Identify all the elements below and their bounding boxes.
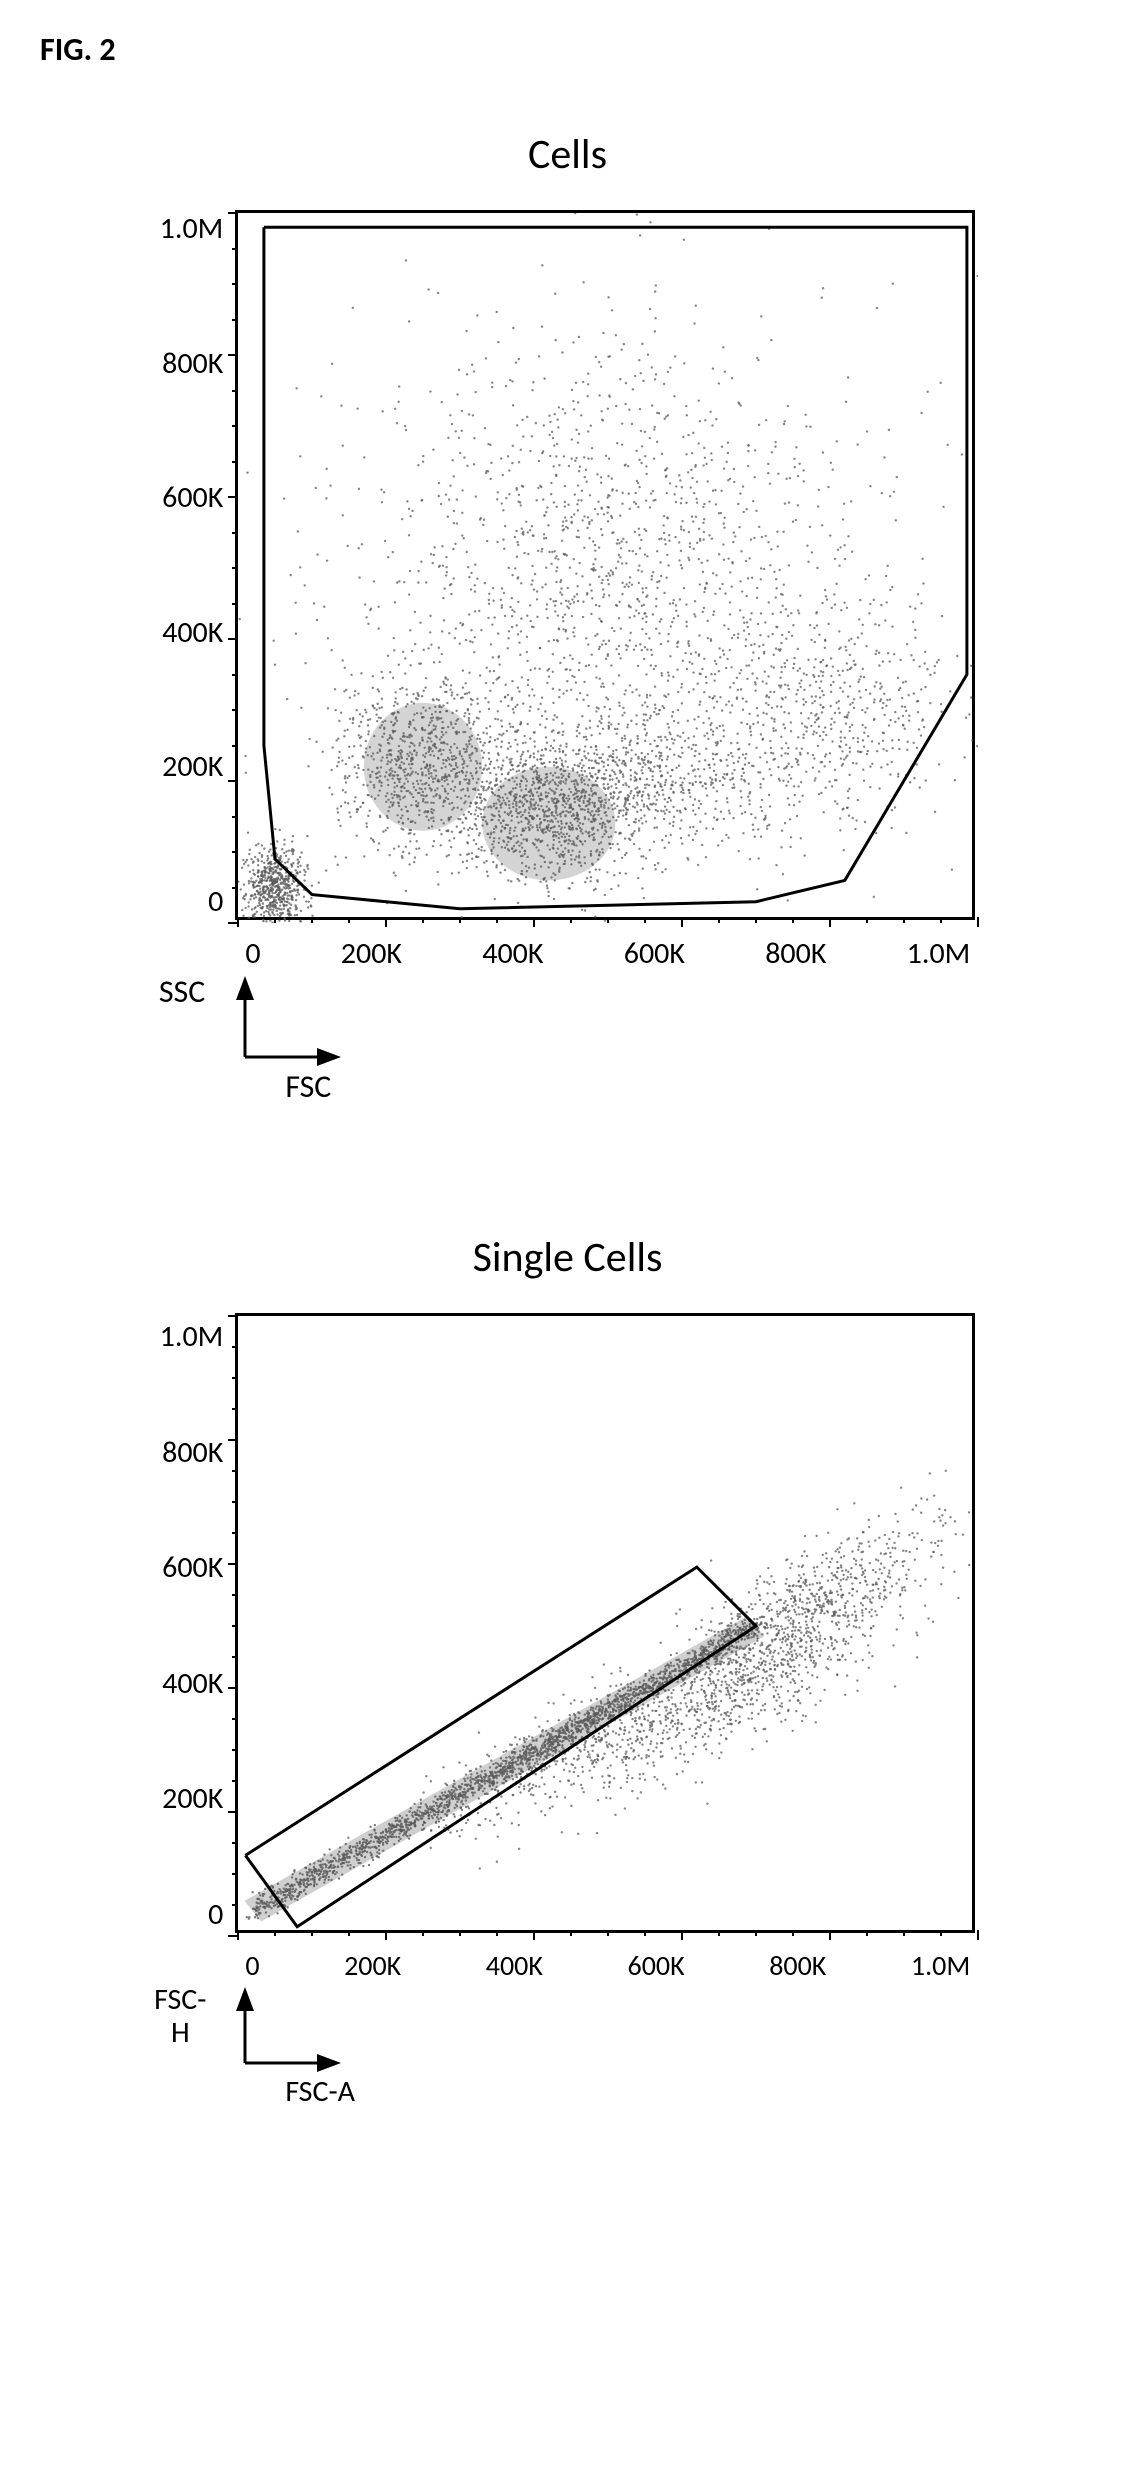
chart2-xlabel: FSC-A [285, 2073, 355, 2110]
chart1-plot-column: 0 200K 400K 600K 800K 1.0M SSC [235, 210, 975, 1092]
chart-single-cells: Single Cells 1.0M 800K 600K 400K 200K 0 … [40, 1232, 1095, 2103]
chart2-title: Single Cells [473, 1232, 663, 1283]
figure-label: FIG. 2 [40, 30, 1095, 69]
y-tick-label: 800K [162, 345, 223, 382]
x-tick-label: 200K [344, 1948, 401, 1983]
chart1-y-labels: 1.0M 800K 600K 400K 200K 0 [160, 210, 236, 920]
chart2-axis-arrows: FSC-A [215, 1983, 355, 2103]
y-tick-label: 0 [208, 883, 223, 920]
x-tick-label: 600K [628, 1948, 685, 1983]
chart2-plot-column: 0 200K 400K 600K 800K 1.0M FSC- H [235, 1313, 975, 2103]
chart1-ylabel: SSC [135, 972, 205, 1011]
y-tick-label: 800K [162, 1434, 223, 1471]
chart2-y-labels: 1.0M 800K 600K 400K 200K 0 [160, 1313, 236, 1933]
chart1-plot-area [235, 210, 975, 920]
x-tick-label: 800K [769, 1948, 826, 1983]
y-tick-label: 400K [162, 1665, 223, 1702]
y-tick-label: 600K [162, 1549, 223, 1586]
chart2-ylabel: FSC- H [145, 1983, 215, 2049]
x-tick-label: 200K [341, 935, 402, 972]
chart1-wrapper: 1.0M 800K 600K 400K 200K 0 0 200K 400K 6… [160, 210, 976, 1092]
x-tick-label: 400K [486, 1948, 543, 1983]
y-tick-label: 200K [162, 748, 223, 785]
chart2-x-labels: 0 200K 400K 600K 800K 1.0M [235, 1948, 975, 1983]
y-tick-label: 0 [208, 1896, 223, 1933]
y-tick-label: 200K [162, 1780, 223, 1817]
chart2-wrapper: 1.0M 800K 600K 400K 200K 0 0 200K 400K 6… [160, 1313, 976, 2103]
x-tick-label: 0 [245, 935, 260, 972]
chart2-plot-area [235, 1313, 975, 1933]
chart2-y-axis-label-col: FSC- H [145, 1983, 215, 2049]
chart1-axis-indicator-row: SSC FSC [135, 972, 975, 1092]
x-tick-label: 1.0M [907, 935, 971, 972]
chart-cells: Cells 1.0M 800K 600K 400K 200K 0 0 200K … [40, 129, 1095, 1092]
chart1-title: Cells [528, 129, 607, 180]
chart1-svg [238, 213, 978, 923]
x-tick-label: 1.0M [911, 1948, 970, 1983]
chart1-x-labels: 0 200K 400K 600K 800K 1.0M [235, 935, 975, 972]
chart1-xlabel: FSC [285, 1067, 331, 1106]
chart2-axis-indicator-row: FSC- H FSC-A [145, 1983, 975, 2103]
y-tick-label: 1.0M [160, 1318, 224, 1355]
y-tick-label: 400K [162, 614, 223, 651]
chart1-y-axis-label-col: SSC [135, 972, 215, 1011]
y-tick-label: 600K [162, 479, 223, 516]
x-tick-label: 0 [245, 1948, 259, 1983]
x-tick-label: 600K [624, 935, 685, 972]
chart1-axis-arrows: FSC [215, 972, 355, 1092]
x-tick-label: 400K [482, 935, 543, 972]
x-tick-label: 800K [765, 935, 826, 972]
y-tick-label: 1.0M [160, 210, 224, 247]
chart2-svg [238, 1316, 978, 1936]
